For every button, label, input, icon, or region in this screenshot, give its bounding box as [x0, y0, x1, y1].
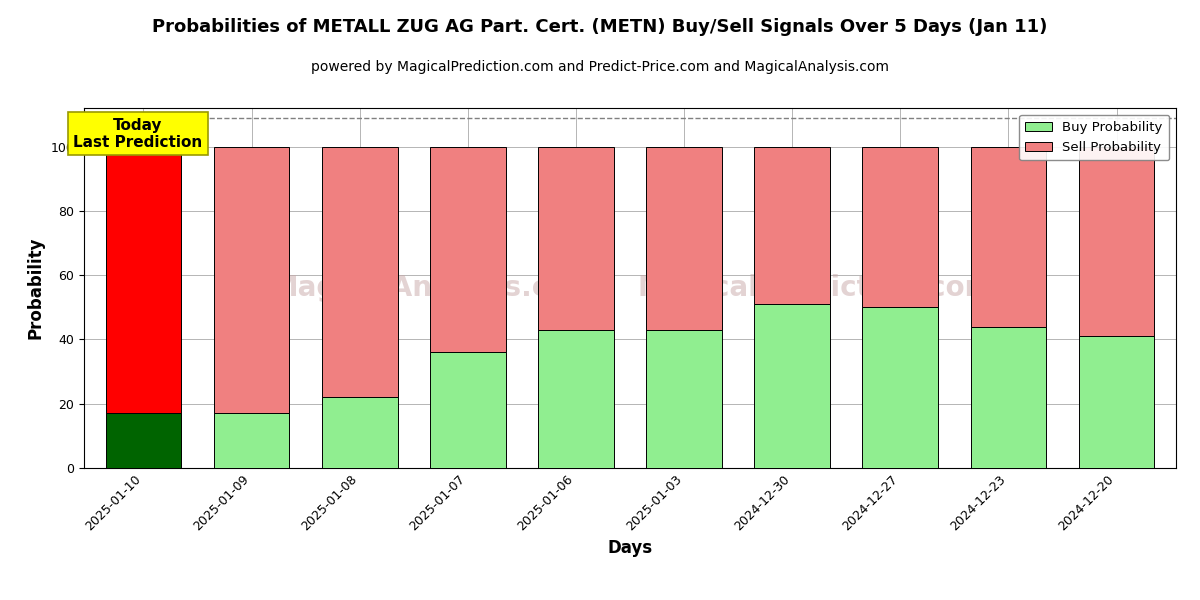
Bar: [430, 146, 505, 352]
Bar: [1079, 146, 1154, 336]
X-axis label: Days: Days: [607, 539, 653, 557]
Bar: [538, 330, 613, 468]
Y-axis label: Probability: Probability: [26, 237, 44, 339]
Bar: [863, 146, 938, 307]
Text: Probabilities of METALL ZUG AG Part. Cert. (METN) Buy/Sell Signals Over 5 Days (: Probabilities of METALL ZUG AG Part. Cer…: [152, 18, 1048, 36]
Bar: [214, 146, 289, 413]
Bar: [538, 146, 613, 330]
Bar: [322, 397, 397, 468]
Legend: Buy Probability, Sell Probability: Buy Probability, Sell Probability: [1019, 115, 1170, 160]
Bar: [214, 413, 289, 468]
Text: powered by MagicalPrediction.com and Predict-Price.com and MagicalAnalysis.com: powered by MagicalPrediction.com and Pre…: [311, 60, 889, 74]
Bar: [322, 146, 397, 397]
Bar: [430, 352, 505, 468]
Bar: [971, 326, 1046, 468]
Bar: [863, 307, 938, 468]
Bar: [755, 304, 830, 468]
Text: MagicalAnalysis.com: MagicalAnalysis.com: [270, 274, 596, 302]
Bar: [971, 146, 1046, 326]
Bar: [647, 146, 722, 330]
Text: Today
Last Prediction: Today Last Prediction: [73, 118, 203, 150]
Bar: [106, 146, 181, 413]
Bar: [106, 413, 181, 468]
Bar: [1079, 336, 1154, 468]
Bar: [647, 330, 722, 468]
Bar: [755, 146, 830, 304]
Text: MagicalPrediction.com: MagicalPrediction.com: [637, 274, 994, 302]
